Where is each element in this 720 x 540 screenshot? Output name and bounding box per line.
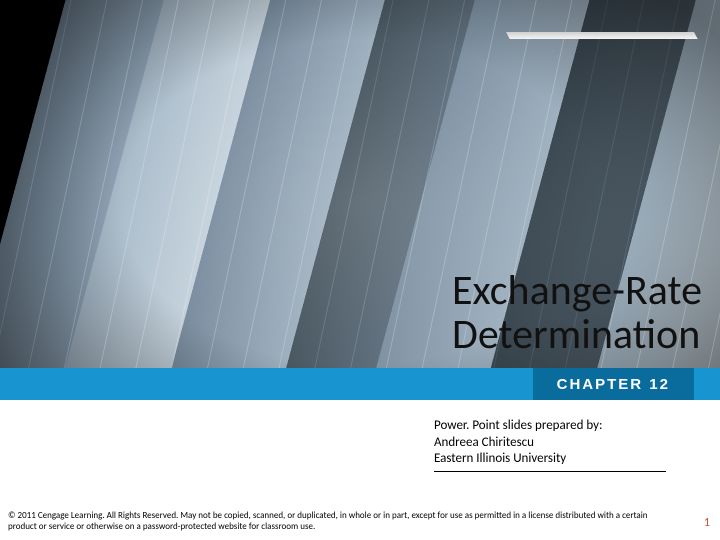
prepared-line-3: Eastern Illinois University [434, 451, 704, 468]
prepared-rule [434, 471, 666, 472]
slide-title: Exchange-Rate Determination [452, 269, 702, 358]
chapter-tab: CHAPTER 12 [533, 368, 694, 400]
title-line-1: Exchange-Rate [452, 269, 702, 314]
hero-image: Exchange-Rate Determination [0, 0, 720, 368]
prepared-line-1: Power. Point slides prepared by: [434, 418, 704, 435]
title-line-2: Determination [452, 313, 702, 358]
prepared-by-block: Power. Point slides prepared by: Andreea… [434, 418, 704, 472]
chapter-label: CHAPTER 12 [557, 376, 670, 393]
chapter-tab-shadow [506, 32, 698, 39]
chapter-bar: CHAPTER 12 [0, 368, 720, 400]
prepared-line-2: Andreea Chiritescu [434, 435, 704, 452]
page-number: 1 [704, 516, 710, 530]
copyright-text: © 2011 Cengage Learning. All Rights Rese… [8, 510, 668, 533]
